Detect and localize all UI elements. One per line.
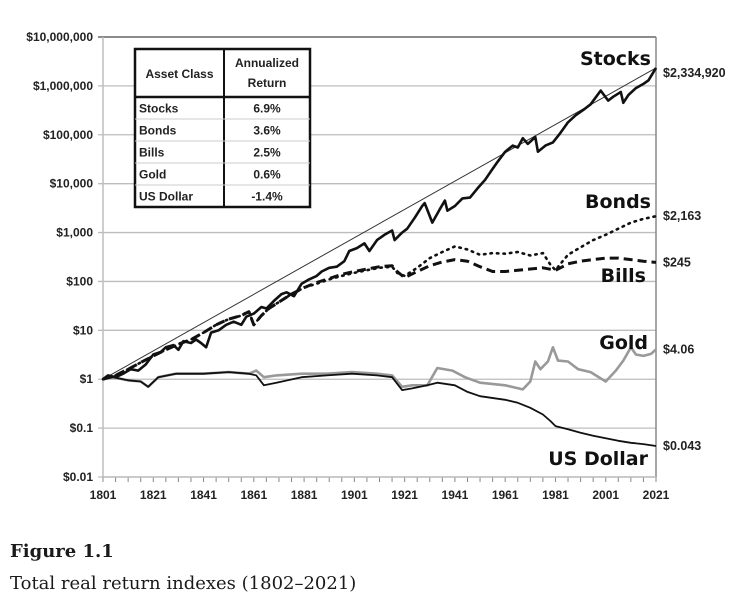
table-header-word: Annualized (235, 56, 299, 70)
end-label-bonds: $2,163 (663, 209, 701, 223)
x-tick-label: 1881 (291, 488, 318, 502)
series-label-gold: Gold (599, 332, 648, 354)
series-label-stocks: Stocks (580, 48, 651, 70)
y-tick-label: $10,000 (50, 177, 94, 191)
end-value-labels: $2,334,920 $2,163 $245 $4.06 $0.043 (663, 66, 726, 453)
y-tick-label: $1,000 (56, 226, 93, 240)
y-tick-label: $1 (80, 372, 94, 386)
x-tick-label: 1961 (492, 488, 519, 502)
series-line-stocks (102, 67, 658, 381)
x-tick-label: 1981 (542, 488, 569, 502)
y-tick-label: $0.1 (70, 421, 94, 435)
table-cell-return: 2.5% (253, 146, 281, 160)
table-cell-asset: Bonds (139, 124, 177, 138)
series-line-bills (102, 256, 657, 381)
end-label-gold: $4.06 (663, 342, 694, 356)
series-label-us-dollar: US Dollar (548, 448, 648, 470)
end-label-bills: $245 (663, 255, 691, 269)
table-cell-asset: Bills (139, 146, 165, 160)
table-header-word: Return (248, 76, 287, 90)
x-tick-label: 1921 (391, 488, 418, 502)
y-tick-label: $10,000,000 (26, 30, 93, 44)
x-tick-label: 2021 (643, 488, 670, 502)
y-tick-label: $100,000 (43, 128, 93, 142)
table-cell-return: -1.4% (251, 190, 283, 204)
stocks-trendline (102, 67, 657, 380)
table-cell-return: 0.6% (253, 168, 281, 182)
x-tick-label: 1821 (140, 488, 167, 502)
y-tick-label: $10 (73, 323, 93, 337)
return-index-chart: $10,000,000 $1,000,000 $100,000 $10,000 $1,0… (26, 30, 726, 502)
x-tick-label: 1901 (341, 488, 368, 502)
y-tick-label: $100 (66, 274, 93, 288)
table-cell-asset: US Dollar (139, 190, 193, 204)
figure-title: Figure 1.1 (10, 541, 114, 562)
end-label-us-dollar: $0.043 (663, 439, 701, 453)
table-cell-return: 3.6% (253, 124, 281, 138)
table-frame (133, 47, 312, 209)
end-label-stocks: $2,334,920 (663, 66, 726, 80)
table-header-asset-class: Asset Class (145, 67, 213, 81)
x-tick-label: 1861 (240, 488, 267, 502)
x-axis-ticks: 1801 1821 1841 1861 1881 1901 1921 1941 1961 1981… (90, 477, 670, 502)
x-tick-label: 1941 (442, 488, 469, 502)
series-line-bonds (101, 214, 658, 381)
trendline-group (102, 67, 657, 380)
y-axis-ticks: $10,000,000 $1,000,000 $100,000 $10,000 $1,0… (26, 30, 93, 484)
table-cell-return: 6.9% (253, 102, 281, 116)
table-header-annualized-return: Annualized Return (235, 56, 299, 90)
table-cell-asset: Stocks (139, 102, 179, 116)
series-line-gold (102, 346, 657, 391)
series-labels: Stocks Bonds Bills Gold US Dollar (548, 48, 651, 470)
axes (102, 37, 657, 478)
x-tick-label: 2001 (592, 488, 619, 502)
annualized-return-table: Asset Class Annualized Return Stocks 6.9% Bon… (133, 47, 312, 209)
series-label-bills: Bills (601, 265, 646, 287)
y-tick-label: $1,000,000 (33, 79, 93, 93)
series-line-us-dollar (102, 371, 657, 447)
x-tick-label: 1841 (190, 488, 217, 502)
figure-caption: Total real return indexes (1802–2021) (10, 573, 357, 594)
series-lines (101, 67, 658, 447)
x-tick-label: 1801 (90, 488, 117, 502)
y-tick-label: $0.01 (63, 470, 93, 484)
series-label-bonds: Bonds (585, 191, 651, 213)
table-cell-asset: Gold (139, 168, 166, 182)
